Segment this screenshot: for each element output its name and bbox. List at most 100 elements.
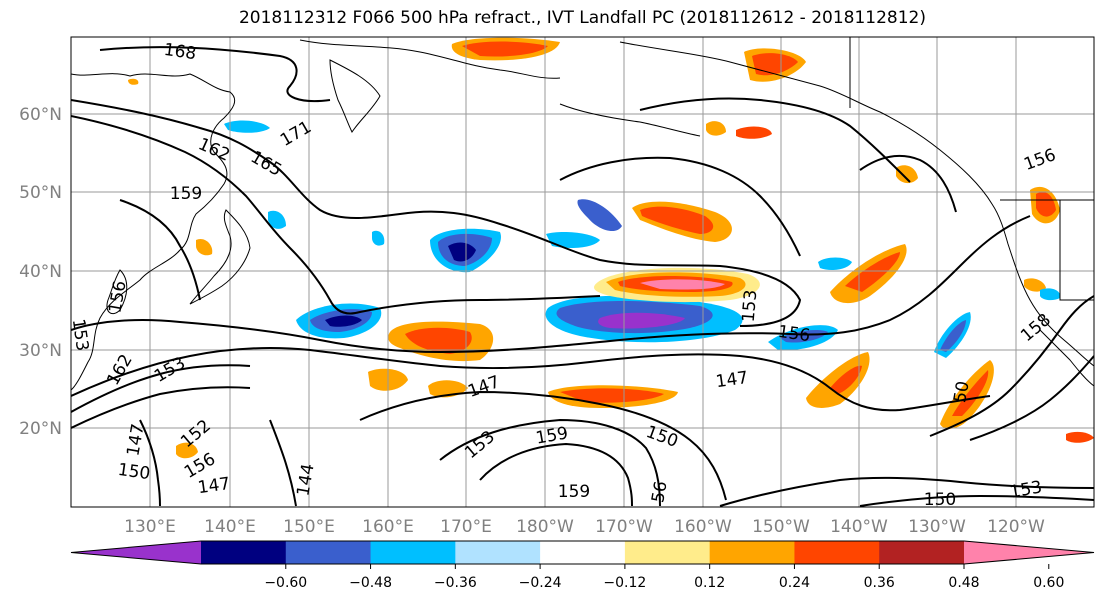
coastlines — [71, 37, 1094, 391]
contour-label: 56 — [648, 480, 671, 505]
colorbar-tick-label: 0.48 — [948, 575, 979, 591]
contour-label: 156 — [777, 322, 812, 346]
shade-negative — [818, 257, 852, 270]
lon-label: 140°W — [830, 517, 888, 537]
colorbar-tick-label: 0.60 — [1033, 575, 1064, 591]
contour-line — [71, 99, 802, 327]
map-frame — [71, 37, 1094, 507]
contour-line — [99, 46, 331, 102]
colorbar-arrow-high — [964, 541, 1094, 564]
shade-positive — [1066, 431, 1094, 443]
shade-positive — [706, 121, 726, 136]
shade-negative — [325, 315, 362, 327]
colorbar-tick-label: 0.36 — [864, 575, 895, 591]
coast-siberia — [299, 39, 561, 79]
colorbar-tick-label: 0.24 — [779, 575, 810, 591]
contour-line — [639, 97, 911, 183]
lat-label: 50°N — [19, 183, 62, 203]
lat-label: 20°N — [19, 419, 62, 439]
colorbar-tick-label: 0.12 — [694, 575, 725, 591]
contour-line — [359, 390, 727, 501]
shade-positive — [736, 126, 772, 139]
colorbar-swatch — [879, 541, 965, 564]
figure-title: 2018112312 F066 500 hPa refract., IVT La… — [238, 8, 926, 28]
shade-positive — [176, 442, 198, 459]
colorbar-tick-labels: −0.60 −0.48 −0.36 −0.24 −0.12 0.12 0.24 0.36 0.4… — [264, 564, 1064, 591]
shade-positive — [952, 370, 989, 416]
contour-line — [859, 154, 957, 213]
shade-positive — [896, 165, 918, 184]
contour-label: 50 — [950, 380, 973, 405]
colorbar-tick-label: −0.60 — [264, 575, 307, 591]
shade-negative — [598, 312, 685, 329]
shade-negative — [780, 330, 828, 343]
lon-label: 160°E — [362, 517, 414, 537]
map-border — [70, 36, 1095, 508]
coast-baja — [1039, 329, 1094, 387]
lon-label: 180°W — [516, 517, 574, 537]
contour-line — [71, 347, 991, 412]
lon-label: 150°W — [752, 517, 810, 537]
colorbar-tick-label: −0.36 — [434, 575, 477, 591]
shade-positive — [128, 78, 139, 85]
contour-label: 153 — [68, 318, 92, 353]
contour-line — [969, 355, 1094, 441]
colorbar-swatch — [709, 541, 795, 564]
colorbar-tick-label: −0.12 — [603, 575, 646, 591]
coast-kamchatka — [329, 59, 381, 133]
shade-positive — [196, 238, 213, 256]
lon-label: 150°E — [283, 517, 335, 537]
shade-positive — [560, 388, 664, 403]
colorbar-swatch — [370, 541, 456, 564]
lon-label: 170°W — [595, 517, 653, 537]
shade-positive — [830, 365, 862, 394]
lon-label: 170°E — [440, 517, 492, 537]
lon-label: 120°W — [987, 517, 1045, 537]
contour-line — [269, 419, 297, 507]
colorbar-arrow-low — [71, 541, 201, 564]
colorbar-tick-label: −0.48 — [349, 575, 392, 591]
colorbar — [70, 540, 1095, 565]
colorbar-tick-label: −0.24 — [519, 575, 562, 591]
longitude-labels: 130°E 140°E 150°E 160°E 170°E 180°W 170°W 160°W… — [124, 517, 1045, 537]
shade-positive — [405, 327, 472, 354]
colorbar-swatch — [285, 541, 372, 564]
shade-negative — [224, 120, 270, 133]
contour-label: 153 — [739, 289, 762, 323]
shade-positive — [752, 53, 798, 76]
lon-label: 140°E — [204, 517, 256, 537]
contour-line — [119, 199, 201, 301]
coast-alaska — [619, 41, 1094, 367]
shade-negative — [546, 232, 600, 248]
shade-positive — [640, 206, 714, 234]
contour-line — [719, 476, 1094, 507]
contour-line — [859, 494, 1094, 507]
colorbar-swatch — [794, 541, 880, 564]
colorbar-swatch — [201, 541, 287, 564]
contour-line — [139, 419, 161, 507]
shade-negative — [448, 242, 476, 262]
colorbar-swatch — [455, 541, 541, 564]
colorbar-outline — [70, 540, 1095, 565]
shade-negative — [372, 230, 385, 246]
shade-negative — [268, 210, 286, 229]
contour-label: 147 — [715, 368, 750, 392]
border-state — [1059, 200, 1094, 301]
lat-label: 60°N — [19, 105, 62, 125]
lon-label: 130°E — [124, 517, 176, 537]
shade-negative — [577, 199, 622, 232]
contour-line — [71, 215, 1031, 354]
coast-japan — [189, 209, 251, 305]
contour-line — [71, 386, 251, 429]
shade-positive — [1024, 278, 1046, 292]
contour-label: 147 — [197, 474, 232, 498]
coast-aleutians — [559, 103, 701, 137]
shade-positive — [1036, 191, 1056, 217]
shade-positive — [640, 279, 725, 290]
contour-line — [479, 442, 633, 507]
contour-label: 150 — [117, 460, 152, 484]
lat-label: 30°N — [19, 341, 62, 361]
contour-line — [559, 156, 801, 257]
